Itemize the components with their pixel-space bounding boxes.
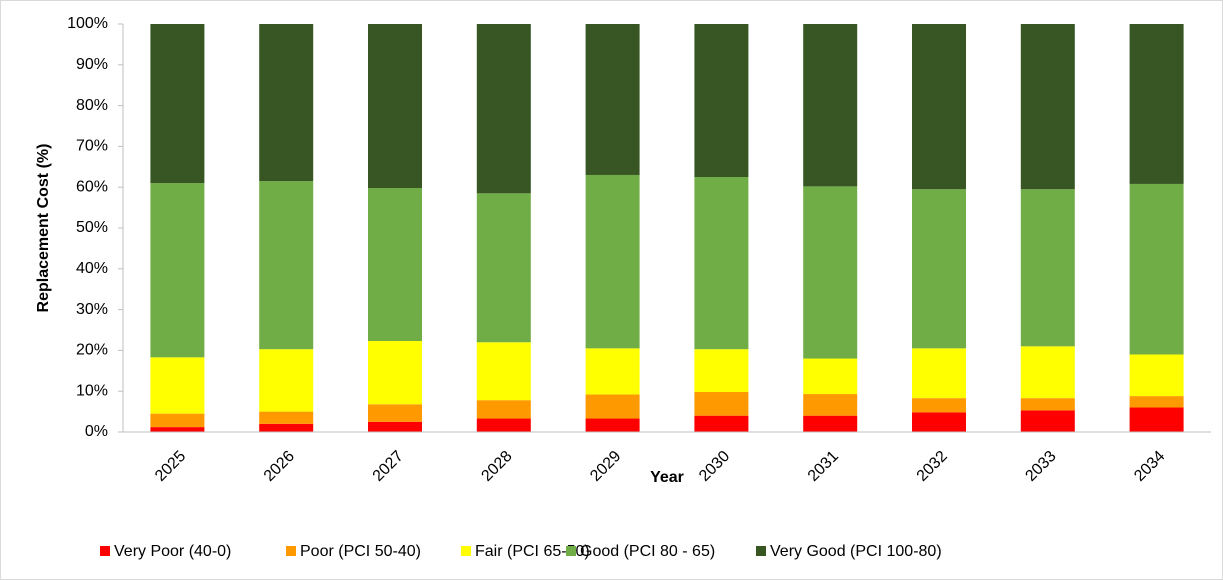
bar-segment — [585, 24, 640, 175]
y-tick-label: 0% — [85, 423, 108, 440]
legend-label: Fair (PCI 65-50) — [475, 543, 590, 560]
y-tick-label: 40% — [76, 260, 108, 277]
bar-segment — [150, 427, 205, 432]
bar-segment — [912, 398, 966, 413]
legend-swatch — [756, 546, 766, 556]
y-tick-label: 20% — [76, 342, 108, 359]
y-tick-label: 50% — [76, 219, 108, 236]
bar-segment — [1129, 24, 1184, 184]
bar-segment — [694, 177, 749, 350]
bar-segment — [1129, 183, 1184, 355]
bar-segment — [585, 174, 640, 349]
bar-segment — [912, 189, 966, 349]
y-tick-label: 60% — [76, 178, 108, 195]
y-tick-label: 10% — [76, 382, 108, 399]
bar-segment — [259, 349, 314, 412]
bar-segment — [912, 24, 966, 190]
bar-segment — [259, 24, 314, 182]
bar-segment — [1129, 396, 1184, 408]
y-tick-label: 30% — [76, 301, 108, 318]
y-axis-title: Replacement Cost (%) — [35, 144, 52, 313]
bar-segment — [150, 413, 205, 428]
bar-segment — [1020, 24, 1075, 190]
bar-segment — [150, 24, 205, 184]
bar-segment — [694, 24, 749, 177]
bar-segment — [803, 186, 858, 359]
bar-segment — [1129, 354, 1184, 397]
legend-swatch — [566, 546, 576, 556]
bar-segment — [259, 423, 314, 432]
bar-segment — [368, 421, 422, 432]
bar-segment — [694, 415, 749, 432]
bar-segment — [368, 341, 422, 405]
y-tick-label: 70% — [76, 138, 108, 155]
bar-segment — [585, 348, 640, 395]
bar-segment — [259, 181, 314, 350]
bar-segment — [476, 418, 531, 432]
bar-segment — [694, 349, 749, 393]
legend-swatch — [100, 546, 110, 556]
legend-swatch — [286, 546, 296, 556]
bar-segment — [1020, 398, 1075, 411]
bar-segment — [259, 411, 314, 424]
y-tick-label: 80% — [76, 97, 108, 114]
bar-segment — [803, 415, 858, 432]
bar-segment — [368, 404, 422, 422]
bar-segment — [368, 188, 422, 342]
bar-segment — [912, 348, 966, 399]
bar-segment — [803, 24, 858, 187]
bar-segment — [476, 193, 531, 343]
bar-segment — [476, 342, 531, 401]
bar-segment — [912, 412, 966, 432]
bar-segment — [803, 358, 858, 395]
bar-segment — [694, 392, 749, 416]
legend-label: Very Good (PCI 100-80) — [770, 543, 942, 560]
bar-segment — [1020, 410, 1075, 432]
bar-segment — [1129, 407, 1184, 432]
bar-segment — [585, 418, 640, 432]
bar-segment — [150, 357, 205, 414]
legend-swatch — [461, 546, 471, 556]
legend-label: Poor (PCI 50-40) — [300, 543, 421, 560]
y-tick-label: 100% — [67, 15, 108, 32]
legend-label: Good (PCI 80 - 65) — [580, 543, 715, 560]
x-axis-title: Year — [650, 469, 684, 486]
bar-segment — [803, 394, 858, 416]
bar-segment — [368, 24, 422, 189]
bar-segment — [1020, 189, 1075, 347]
y-tick-label: 90% — [76, 56, 108, 73]
bar-segment — [1020, 346, 1075, 399]
legend-label: Very Poor (40-0) — [114, 543, 231, 560]
bar-segment — [585, 394, 640, 419]
bar-segment — [476, 24, 531, 194]
bar-segment — [476, 400, 531, 419]
bar-segment — [150, 183, 205, 358]
